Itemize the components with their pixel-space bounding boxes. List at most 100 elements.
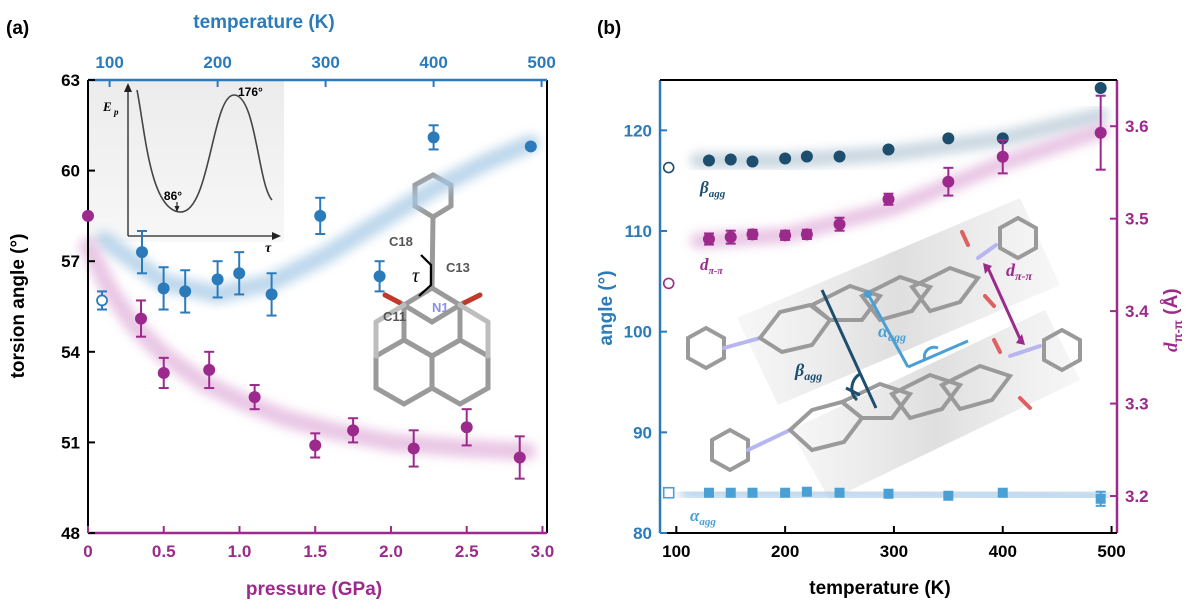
temperature-data-point <box>265 288 278 301</box>
alpha-open-point <box>662 486 675 499</box>
temperature-data-point <box>157 282 170 295</box>
dpipi-data-point <box>779 229 792 242</box>
x-tick-label: 500 <box>1097 542 1125 561</box>
inset-max-label: 176° <box>238 85 263 99</box>
x-tick-label: 200 <box>771 542 799 561</box>
dpipi-data-point <box>996 150 1009 163</box>
y-tick-label: 51 <box>61 433 80 452</box>
molecule-structure <box>373 172 491 407</box>
pressure-tick-label: 0.5 <box>152 542 176 561</box>
temperature-data-point <box>233 267 246 280</box>
left-tick-label: 90 <box>633 423 652 442</box>
temperature-tick-label: 200 <box>203 53 231 72</box>
atom-label-c18: C18 <box>389 234 413 249</box>
dpipi-data-point <box>746 228 759 241</box>
alpha-data-point <box>943 490 954 501</box>
panel-b-right-axis-title: dπ-π (Å) <box>1161 288 1185 352</box>
y-tick-label: 60 <box>61 162 80 181</box>
beta-data-point <box>942 132 955 145</box>
alpha-data-point <box>1095 493 1106 504</box>
pressure-tick-label: 0 <box>83 542 92 561</box>
pressure-tick-label: 1.0 <box>228 542 252 561</box>
beta-data-point <box>702 154 715 167</box>
beta-data-point <box>882 143 895 156</box>
torsion-tau-label: τ <box>412 265 420 287</box>
right-axis-title-unit: (Å) <box>1161 288 1182 320</box>
dimer-structure <box>686 198 1082 500</box>
temperature-tick-label: 500 <box>527 53 555 72</box>
y-tick-label: 63 <box>61 71 80 90</box>
alpha-data-point <box>834 487 845 498</box>
svg-text:dπ-π (Å): dπ-π (Å) <box>1161 288 1185 352</box>
beta-data-point <box>724 153 737 166</box>
panel-b-plot: 80 90 100 110 120 3.2 3.3 3.4 3.5 3.6 100 200 300 400… <box>624 79 1149 561</box>
panel-a-y-axis-title: torsion angle (°) <box>8 234 29 379</box>
alpha-data-point <box>725 487 736 498</box>
temperature-tick-label: 400 <box>419 53 447 72</box>
dpipi-data-point <box>724 231 737 244</box>
dpipi-open-point <box>662 277 675 290</box>
panel-a-top-axis-title: temperature (K) <box>193 12 334 33</box>
y-tick-label: 54 <box>61 343 80 362</box>
temperature-tick-label: 300 <box>311 53 339 72</box>
pressure-tick-label: 2.5 <box>455 542 479 561</box>
inset-ylabel: E <box>102 99 112 114</box>
alpha-angle-annotation: αagg <box>878 321 906 344</box>
pressure-tick-label: 3.0 <box>531 542 555 561</box>
alpha-data-point <box>997 487 1008 498</box>
series-trend-band <box>679 484 1109 505</box>
temperature-data-point <box>373 270 386 283</box>
pressure-data-point <box>82 209 94 222</box>
inset-energy-profile: E p τ 86° 176° <box>88 80 284 256</box>
right-tick-label: 3.6 <box>1125 117 1149 136</box>
right-tick-label: 3.5 <box>1125 210 1149 229</box>
right-axis-title-sub: π-π <box>1171 320 1185 342</box>
pressure-data-point <box>407 442 420 455</box>
panel-a-plot: 48 51 54 57 60 63 0 0.5 1.0 1.5 2.0 2.5 3.0 100 200 300… <box>61 53 556 561</box>
temperature-tick-label: 100 <box>95 53 123 72</box>
pressure-data-point <box>135 312 148 325</box>
right-axis-title-d: d <box>1161 342 1182 352</box>
inset-min-label: 86° <box>164 189 182 203</box>
atom-label-n1: N1 <box>432 300 449 315</box>
x-tick-label: 400 <box>989 542 1017 561</box>
left-tick-label: 100 <box>624 323 652 342</box>
left-tick-label: 80 <box>633 524 652 543</box>
alpha-data-point <box>780 487 791 498</box>
temperature-data-point <box>211 273 224 286</box>
temperature-data-point <box>136 246 148 259</box>
alpha-series-label: αagg <box>690 506 716 528</box>
temperature-data-point <box>427 131 440 144</box>
pressure-data-point <box>203 363 216 376</box>
y-tick-label: 48 <box>61 524 80 543</box>
temperature-data-point <box>314 209 327 222</box>
dpipi-data-point <box>882 193 895 206</box>
beta-data-point <box>800 150 813 163</box>
y-tick-label: 57 <box>61 252 80 271</box>
pressure-tick-label: 2.0 <box>379 542 403 561</box>
panel-a-label: (a) <box>6 18 29 39</box>
panel-b-left-axis-title: angle (°) <box>596 270 617 345</box>
beta-data-point <box>833 150 846 163</box>
atom-label-c13: C13 <box>446 260 470 275</box>
inset-xlabel: τ <box>265 241 272 256</box>
alpha-data-point <box>747 487 758 498</box>
pressure-data-point <box>513 451 526 464</box>
right-tick-label: 3.4 <box>1125 302 1149 321</box>
dpipi-data-point <box>800 228 813 241</box>
inset-ylabel-sub: p <box>113 107 119 117</box>
dpipi-data-point <box>833 218 846 231</box>
dpipi-data-point <box>942 175 955 188</box>
beta-angle-annotation: βagg <box>794 360 822 383</box>
alpha-data-point <box>883 488 894 499</box>
right-tick-label: 3.3 <box>1125 395 1149 414</box>
left-tick-label: 110 <box>625 222 652 241</box>
beta-open-point <box>662 161 675 174</box>
pressure-data-point <box>347 424 360 437</box>
left-tick-label: 120 <box>624 121 652 140</box>
torsion-marker <box>418 254 433 297</box>
temperature-trend-band <box>95 134 540 304</box>
atom-label-c11: C11 <box>383 309 406 324</box>
pressure-data-point <box>248 391 261 404</box>
pressure-data-point <box>460 421 473 434</box>
